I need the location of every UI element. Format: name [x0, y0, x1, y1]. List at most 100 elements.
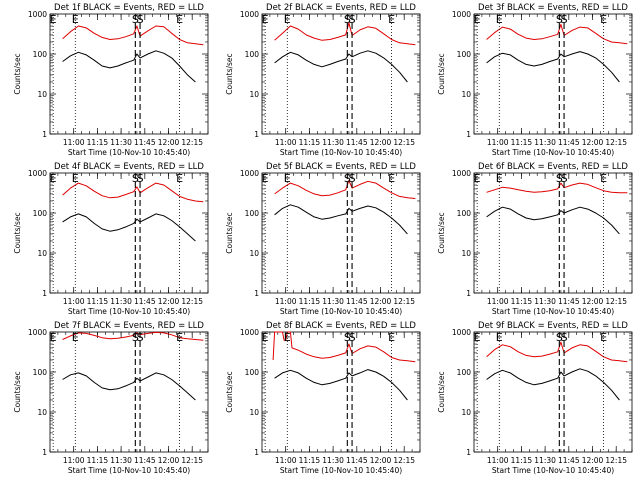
- x-tick-label: 12:00: [370, 297, 392, 306]
- marker-label: E: [50, 13, 57, 26]
- panel-title: Det 7f BLACK = Events, RED = LLD: [54, 321, 204, 331]
- x-tick-label: 11:45: [346, 138, 368, 147]
- panel-2: Det 2f BLACK = Events, RED = LLD 1 10 100 10…: [225, 3, 421, 157]
- x-axis-label: Start Time (10-Nov-10 10:45:40): [68, 307, 190, 316]
- series-line-lld: [486, 23, 628, 45]
- x-tick-label: 12:00: [158, 297, 180, 306]
- x-tick-label: 11:15: [87, 456, 109, 465]
- x-tick-label: 12:15: [605, 138, 627, 147]
- marker-label: E: [284, 172, 291, 185]
- x-tick-label: 11:15: [299, 138, 321, 147]
- y-axis-label: Counts/sec: [225, 371, 234, 412]
- panel-5: Det 5f BLACK = Events, RED = LLD 1 10 100 10…: [225, 162, 421, 316]
- x-tick-label: 11:45: [346, 456, 368, 465]
- y-axis-label: Counts/sec: [225, 53, 234, 94]
- marker-label: E: [496, 331, 503, 344]
- x-tick-label: 12:00: [158, 456, 180, 465]
- marker-label: S: [344, 331, 351, 344]
- marker-label: E: [262, 331, 269, 344]
- marker-label: E: [72, 331, 79, 344]
- marker-label: S: [344, 13, 351, 26]
- x-axis-label: Start Time (10-Nov-10 10:45:40): [280, 466, 402, 475]
- x-tick-label: 12:00: [370, 456, 392, 465]
- y-tick-label: 10: [249, 249, 259, 258]
- panel-title: Det 5f BLACK = Events, RED = LLD: [266, 162, 416, 172]
- x-tick-label: 11:15: [511, 297, 533, 306]
- x-tick-label: 12:00: [370, 138, 392, 147]
- x-tick-label: 12:15: [181, 456, 203, 465]
- y-tick-label: 1000: [28, 10, 47, 19]
- y-tick-label: 1: [254, 289, 259, 298]
- x-tick-label: 11:15: [87, 138, 109, 147]
- marker-label: E: [72, 13, 79, 26]
- x-tick-label: 12:00: [158, 138, 180, 147]
- y-tick-label: 10: [37, 90, 47, 99]
- y-tick-label: 100: [457, 50, 472, 59]
- panel-7: Det 7f BLACK = Events, RED = LLD 1 10 100 10…: [13, 321, 209, 475]
- marker-label: S: [132, 13, 139, 26]
- marker-label: E: [50, 172, 57, 185]
- marker-label: E: [474, 172, 481, 185]
- marker-label: E: [284, 331, 291, 344]
- y-tick-label: 10: [461, 90, 471, 99]
- y-tick-label: 1000: [240, 10, 259, 19]
- x-tick-label: 11:30: [534, 138, 556, 147]
- y-tick-label: 1: [466, 289, 471, 298]
- marker-label: S: [349, 13, 356, 26]
- y-tick-label: 100: [245, 368, 260, 377]
- marker-label: E: [50, 331, 57, 344]
- plot-frame: [49, 172, 209, 294]
- panel-title: Det 8f BLACK = Events, RED = LLD: [266, 321, 416, 331]
- x-axis-label: Start Time (10-Nov-10 10:45:40): [492, 466, 614, 475]
- x-tick-label: 11:45: [558, 456, 580, 465]
- marker-label: S: [132, 172, 139, 185]
- y-tick-label: 1: [254, 448, 259, 457]
- y-tick-label: 1: [254, 130, 259, 139]
- x-tick-label: 12:00: [582, 297, 604, 306]
- plot-frame: [261, 172, 421, 294]
- panel-title: Det 9f BLACK = Events, RED = LLD: [478, 321, 628, 331]
- y-tick-label: 1000: [452, 328, 471, 337]
- series-line-lld: [486, 341, 628, 363]
- y-tick-label: 10: [37, 249, 47, 258]
- series-line-events: [62, 213, 196, 242]
- y-tick-label: 1: [466, 130, 471, 139]
- x-tick-label: 12:00: [582, 138, 604, 147]
- marker-label: S: [137, 13, 144, 26]
- marker-label: E: [72, 172, 79, 185]
- x-axis-label: Start Time (10-Nov-10 10:45:40): [280, 148, 402, 157]
- x-tick-label: 11:30: [110, 297, 132, 306]
- marker-label: E: [474, 331, 481, 344]
- y-tick-label: 1: [466, 448, 471, 457]
- marker-label: S: [561, 172, 568, 185]
- x-axis-label: Start Time (10-Nov-10 10:45:40): [68, 148, 190, 157]
- x-tick-label: 11:00: [487, 297, 509, 306]
- y-tick-label: 100: [457, 209, 472, 218]
- marker-label: E: [496, 13, 503, 26]
- y-tick-label: 100: [33, 368, 48, 377]
- marker-label: S: [137, 331, 144, 344]
- plot-frame: [261, 13, 421, 135]
- y-axis-label: Counts/sec: [437, 371, 446, 412]
- marker-label: E: [176, 172, 183, 185]
- series-line-events: [274, 369, 408, 401]
- y-axis-label: Counts/sec: [225, 212, 234, 253]
- y-tick-label: 10: [37, 408, 47, 417]
- panel-1: Det 1f BLACK = Events, RED = LLD 1 10 100 10…: [13, 3, 209, 157]
- panel-title: Det 4f BLACK = Events, RED = LLD: [54, 162, 204, 172]
- x-tick-label: 11:30: [322, 456, 344, 465]
- x-axis-label: Start Time (10-Nov-10 10:45:40): [68, 466, 190, 475]
- series-line-lld: [272, 331, 416, 363]
- x-axis-label: Start Time (10-Nov-10 10:45:40): [492, 148, 614, 157]
- marker-label: E: [600, 172, 607, 185]
- plot-frame: [473, 172, 633, 294]
- y-axis-label: Counts/sec: [13, 371, 22, 412]
- x-axis-label: Start Time (10-Nov-10 10:45:40): [280, 307, 402, 316]
- y-tick-label: 100: [245, 50, 260, 59]
- x-tick-label: 11:45: [134, 138, 156, 147]
- x-tick-label: 11:00: [63, 456, 85, 465]
- panel-title: Det 2f BLACK = Events, RED = LLD: [266, 3, 416, 13]
- x-tick-label: 12:15: [181, 297, 203, 306]
- marker-label: S: [349, 331, 356, 344]
